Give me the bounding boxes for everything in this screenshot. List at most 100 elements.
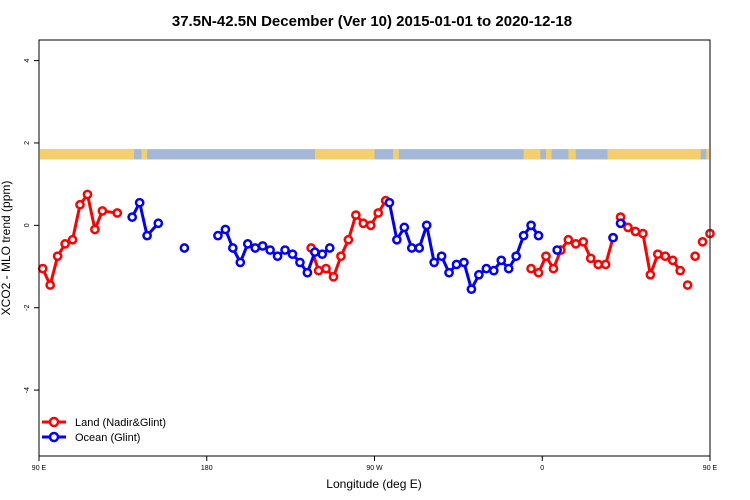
series-0-point-44	[697, 236, 708, 247]
series-1-line-0	[130, 201, 160, 238]
strip-land-5	[545, 149, 552, 160]
series-1-point-36	[496, 255, 507, 266]
series-0-point-36	[638, 228, 648, 239]
series-1-point-34	[481, 263, 492, 274]
series-1-point-27	[429, 257, 439, 268]
series-0-point-21	[526, 263, 536, 274]
series-layer	[37, 189, 715, 295]
y-tick-label-4: 4	[24, 59, 31, 63]
series-0-point-3	[60, 239, 70, 249]
series-1-point-23	[399, 222, 410, 233]
series-1-point-11	[257, 241, 268, 251]
series-1-point-38	[511, 251, 522, 262]
strip-land-4	[523, 149, 541, 160]
series-0-point-5	[75, 199, 85, 210]
series-1-point-13	[272, 251, 283, 262]
x-tick-label-1: 180	[201, 465, 213, 472]
strip-land-8	[706, 149, 709, 160]
series-1-point-40	[526, 220, 536, 231]
series-0-point-4	[67, 234, 78, 245]
y-tick-label-2: 0	[24, 223, 31, 227]
series-1-point-43	[608, 232, 618, 243]
series-1-point-31	[459, 257, 469, 268]
series-1-point-17	[302, 267, 313, 278]
series-0-point-1	[45, 280, 56, 290]
series-1-point-3	[153, 218, 164, 229]
series-0-point-16	[351, 210, 361, 220]
strip-land-1	[141, 149, 148, 160]
series-1-point-0	[127, 212, 138, 222]
legend-ocean-marker	[48, 431, 60, 443]
series-0-point-8	[97, 206, 108, 216]
series-0-point-2	[52, 251, 63, 262]
series-1-point-2	[142, 230, 152, 241]
y-axis-label: XCO2 - MLO trend (ppm)	[0, 181, 13, 316]
series-1-point-12	[265, 245, 275, 255]
series-1-point-1	[134, 197, 145, 208]
series-1-point-7	[227, 243, 238, 253]
strip-land-0	[40, 149, 135, 160]
series-0-line-0	[41, 192, 118, 287]
legend-land-label: Land (Nadir&Glint)	[75, 417, 166, 429]
series-0-point-22	[533, 267, 544, 278]
series-1-point-26	[421, 220, 432, 231]
strip-land-3	[393, 149, 399, 160]
strip-land-6	[568, 149, 576, 160]
series-1-point-21	[384, 197, 395, 208]
series-1-point-29	[444, 267, 454, 278]
series-1-point-24	[406, 243, 417, 253]
series-0-point-23	[541, 251, 551, 262]
series-1-point-25	[414, 243, 425, 253]
series-0-point-27	[570, 239, 581, 249]
series-0-point-39	[660, 251, 671, 262]
series-0-point-28	[578, 236, 589, 247]
x-axis: 90 E 180 90 W 0 90 E	[32, 456, 718, 472]
x-tick-label-0: 90 E	[32, 465, 47, 472]
series-0-point-26	[563, 234, 574, 245]
strip-land-7	[607, 149, 701, 160]
series-1-point-15	[287, 249, 298, 260]
series-0-point-13	[328, 271, 339, 282]
legend: Land (Nadir&Glint) Ocean (Glint)	[42, 416, 166, 444]
series-1	[127, 197, 626, 295]
series-1-point-16	[295, 257, 305, 268]
series-1-point-33	[474, 269, 484, 280]
series-1-point-9	[242, 239, 253, 249]
series-1-point-44	[615, 218, 626, 229]
series-0-point-17	[358, 218, 369, 229]
y-tick-label-3: 2	[24, 141, 31, 145]
series-0-point-41	[675, 265, 686, 276]
x-tick-label-3: 0	[540, 465, 544, 472]
land-ocean-strip	[40, 149, 709, 160]
series-0-point-30	[593, 259, 604, 270]
series-1-point-5	[213, 230, 223, 241]
series-1-point-39	[518, 230, 529, 241]
series-0-point-12	[321, 263, 331, 274]
series-0-point-9	[112, 208, 123, 218]
series-0-point-7	[90, 224, 100, 235]
legend-ocean-label: Ocean (Glint)	[75, 432, 140, 444]
series-1-point-6	[220, 224, 231, 235]
y-tick-label-1: -2	[24, 305, 31, 311]
x-tick-label-2: 90 W	[366, 465, 383, 472]
series-1-point-8	[235, 257, 246, 268]
series-0-point-34	[623, 222, 633, 233]
strip-land-2	[314, 149, 375, 160]
series-1-point-14	[280, 245, 290, 255]
series-0-point-35	[630, 226, 641, 237]
x-axis-label: Longitude (deg E)	[326, 477, 421, 491]
series-0-point-6	[82, 189, 93, 200]
series-1-point-22	[392, 234, 402, 245]
series-1-point-4	[179, 243, 190, 253]
series-0-point-43	[690, 251, 700, 262]
series-1-point-19	[317, 249, 328, 260]
series-1-point-32	[466, 284, 477, 295]
series-0-point-42	[682, 280, 693, 290]
series-0-point-14	[336, 251, 346, 262]
series-0-point-31	[600, 259, 611, 270]
series-0-point-19	[373, 208, 384, 218]
legend-land-marker	[48, 416, 60, 428]
series-0-point-38	[652, 249, 663, 260]
